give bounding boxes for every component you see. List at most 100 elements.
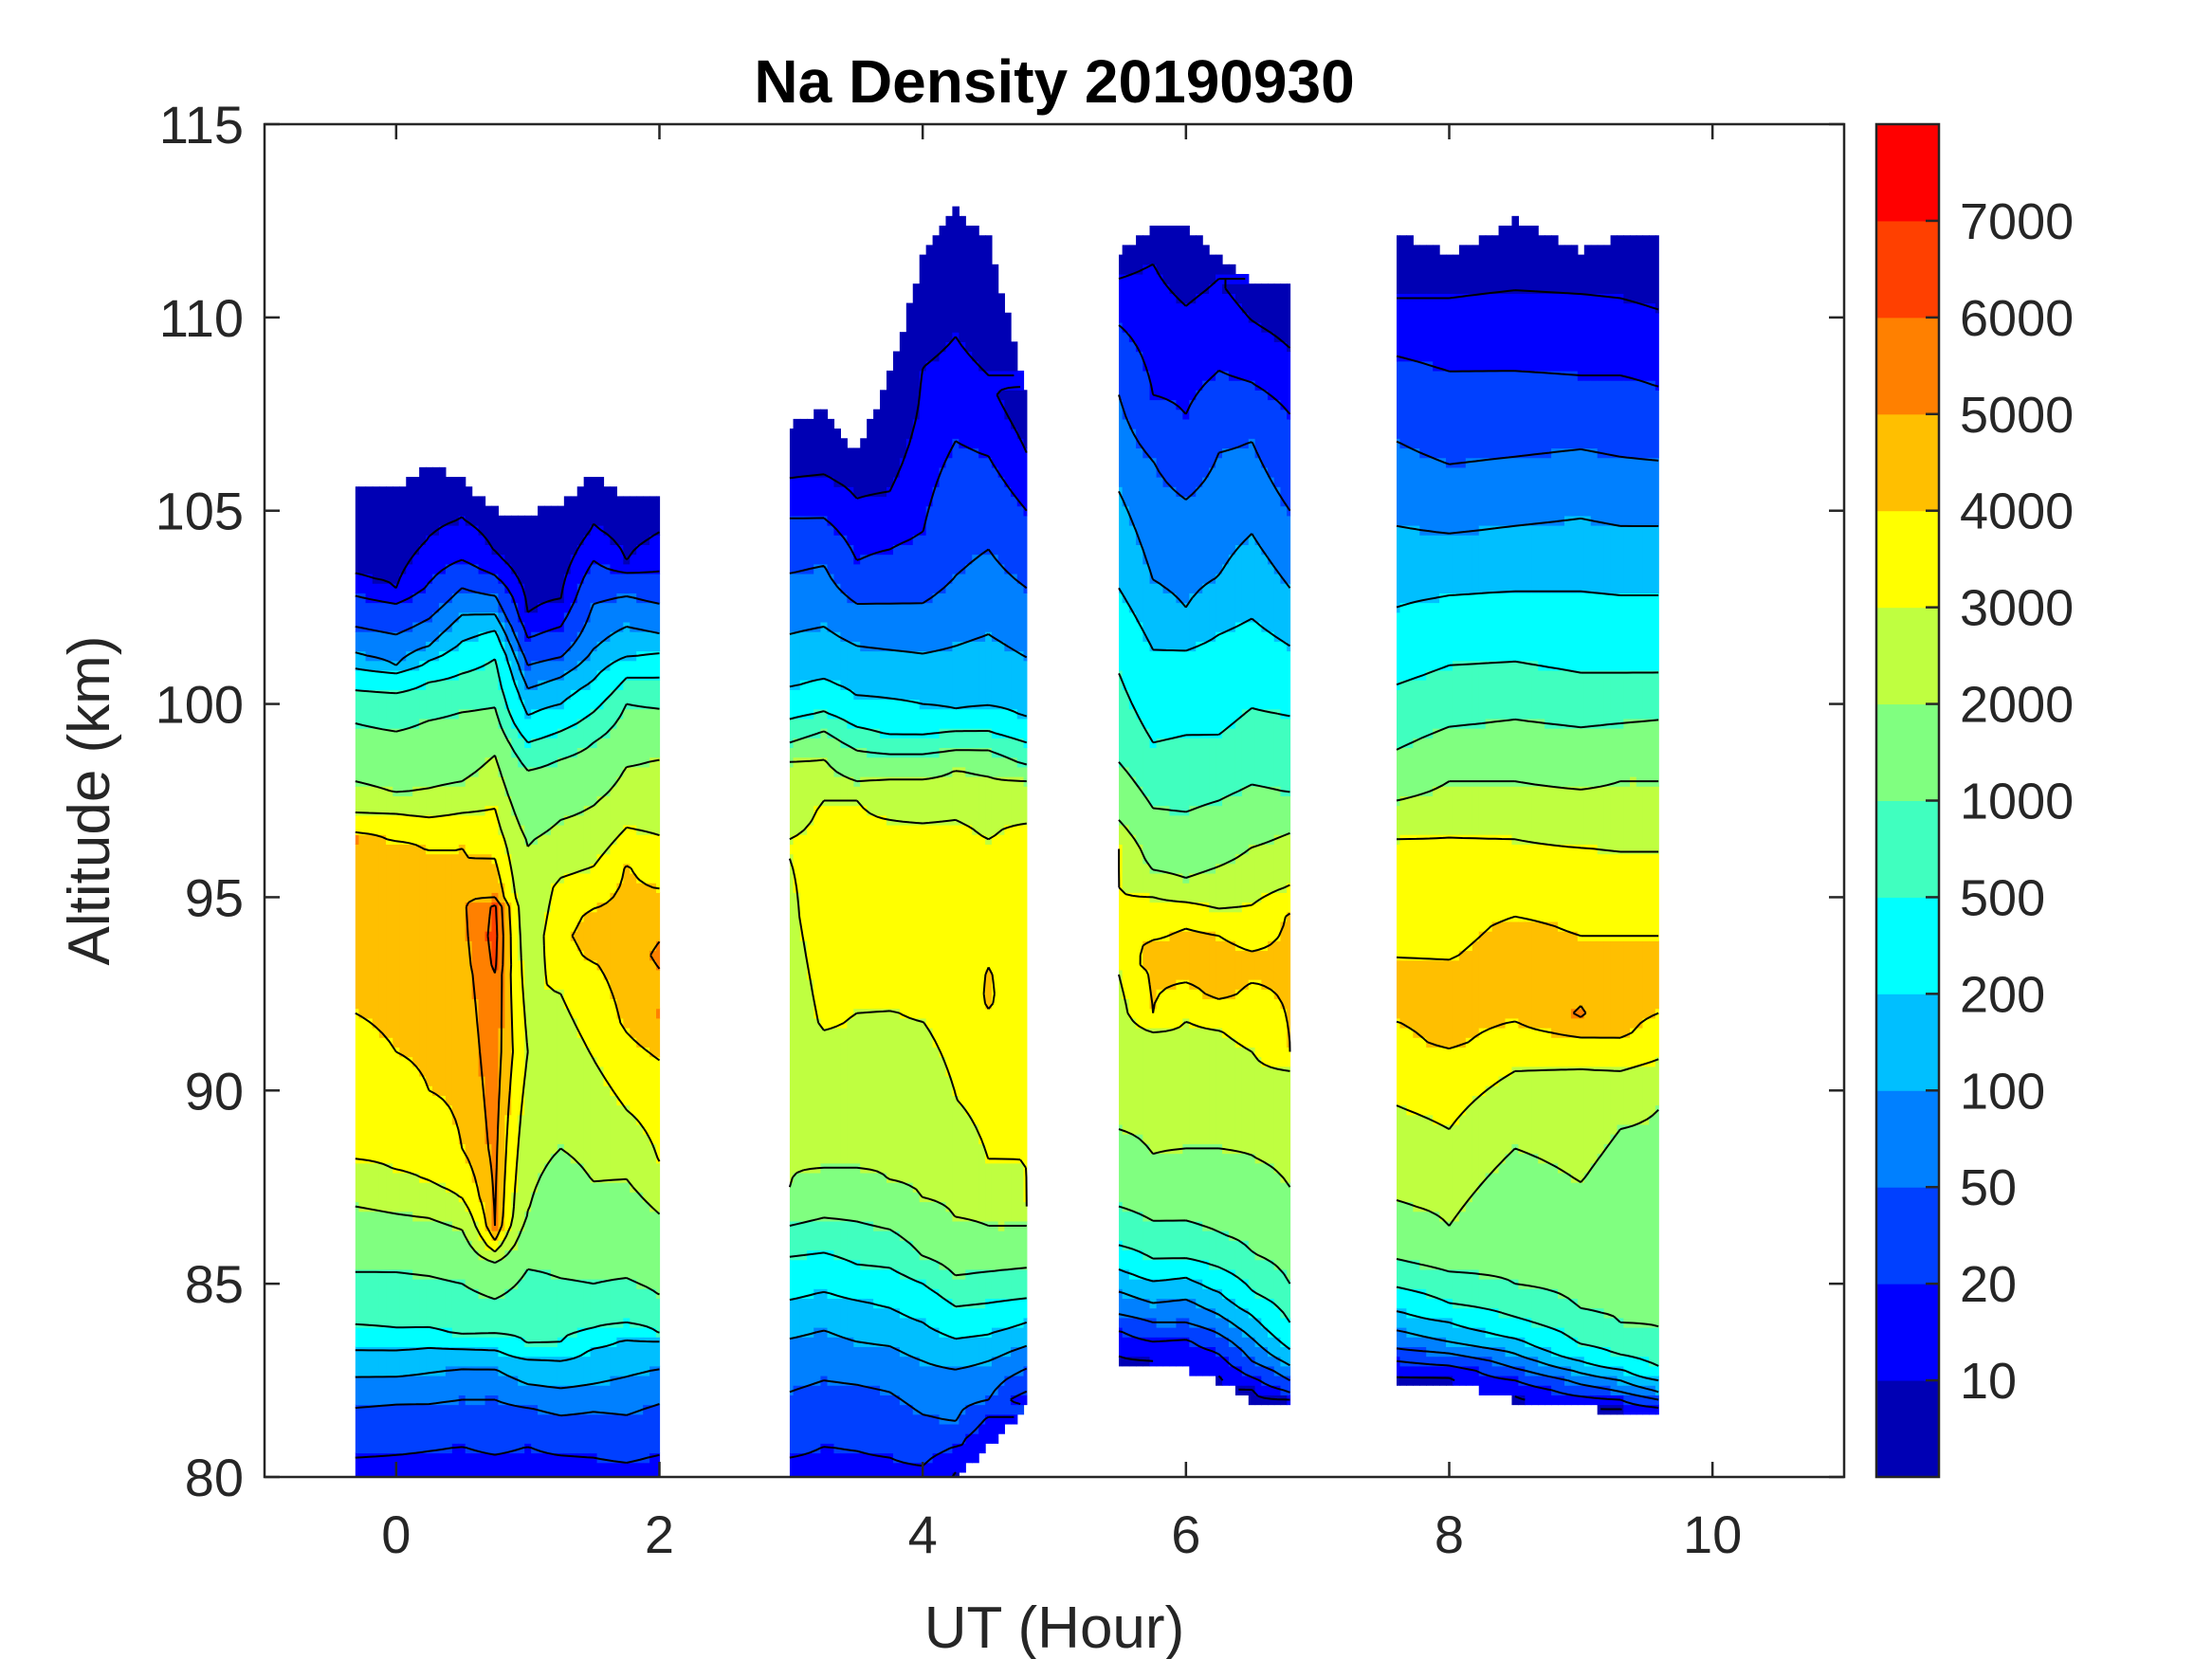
contour-cell — [1452, 1123, 1460, 1222]
contour-cell — [649, 535, 657, 574]
contour-cell — [518, 1279, 525, 1338]
contour-cell — [827, 680, 835, 720]
contour-cell — [1642, 1017, 1650, 1067]
contour-cell — [1011, 370, 1018, 391]
contour-cell — [820, 1327, 829, 1376]
contour-cell — [1122, 892, 1130, 1000]
contour-cell — [478, 573, 486, 593]
contour-cell — [1603, 853, 1612, 941]
contour-cell — [991, 554, 999, 642]
contour-cell — [498, 1404, 505, 1454]
contour-cell — [1004, 1298, 1012, 1328]
contour-cell — [478, 766, 486, 816]
contour-cell — [833, 1337, 841, 1386]
contour-cell — [1623, 592, 1631, 671]
contour-cell — [886, 650, 894, 701]
contour-cell — [873, 814, 881, 1010]
contour-cell — [1011, 496, 1018, 574]
contour-cell — [1439, 1047, 1447, 1125]
contour-cell — [1128, 428, 1137, 526]
contour-cell — [997, 370, 1005, 391]
contour-cell — [1491, 718, 1500, 787]
contour-cell — [1419, 795, 1427, 835]
contour-cell — [451, 1404, 460, 1444]
contour-cell — [997, 399, 1005, 478]
contour-cell — [1597, 525, 1605, 593]
contour-cell — [372, 1028, 380, 1164]
contour-cell — [959, 1443, 966, 1473]
contour-cell — [880, 699, 887, 738]
contour-cell — [945, 215, 953, 342]
contour-cell — [827, 1220, 835, 1251]
contour-cell — [840, 1452, 848, 1478]
contour-cell — [1583, 1346, 1592, 1367]
contour-cell — [1004, 738, 1012, 758]
contour-cell — [853, 747, 861, 787]
contour-cell — [498, 1240, 505, 1261]
contour-cell — [853, 563, 861, 604]
contour-cell — [656, 631, 661, 652]
contour-cell — [570, 1356, 578, 1386]
contour-cell — [1426, 293, 1434, 362]
contour-cell — [1597, 1307, 1605, 1347]
contour-cell — [1273, 1066, 1282, 1174]
contour-cell — [820, 1220, 829, 1251]
contour-cell — [412, 1346, 420, 1376]
contour-cell — [550, 1385, 558, 1415]
contour-cell — [1119, 824, 1124, 845]
contour-cell — [925, 1259, 934, 1289]
contour-cell — [1623, 235, 1631, 304]
contour-cell — [478, 496, 486, 536]
contour-cell — [1531, 786, 1539, 845]
contour-cell — [1248, 535, 1256, 623]
contour-cell — [406, 1404, 413, 1454]
contour-cell — [1563, 370, 1572, 449]
contour-cell — [511, 1337, 519, 1358]
contour-cell — [1610, 592, 1618, 671]
contour-cell — [1654, 1365, 1659, 1376]
contour-cell — [358, 650, 367, 671]
contour-cell — [827, 525, 835, 574]
contour-cell — [1551, 669, 1559, 729]
contour-cell — [550, 680, 558, 710]
contour-cell — [538, 1268, 545, 1347]
contour-cell — [1570, 786, 1579, 845]
contour-cell — [1128, 834, 1137, 893]
contour-cell — [1261, 1066, 1269, 1164]
contour-cell — [465, 1162, 473, 1212]
contour-cell — [978, 641, 986, 710]
contour-cell — [1241, 950, 1250, 990]
contour-cell — [355, 786, 359, 816]
contour-cell — [616, 1279, 624, 1328]
contour-cell — [1570, 1066, 1579, 1183]
contour-cell — [1280, 1365, 1288, 1376]
contour-cell — [1196, 872, 1203, 903]
colorbar-tick-label: 100 — [1960, 1063, 2045, 1120]
contour-cell — [365, 1346, 374, 1376]
contour-cell — [432, 660, 440, 681]
contour-cell — [1551, 293, 1559, 372]
contour-cell — [860, 1346, 868, 1386]
contour-cell — [1603, 1037, 1612, 1067]
contour-cell — [1222, 293, 1230, 372]
contour-cell — [972, 747, 979, 777]
contour-cell — [1642, 1404, 1650, 1415]
contour-cell — [1287, 650, 1291, 720]
contour-cell — [372, 1162, 380, 1212]
contour-cell — [1196, 1279, 1203, 1309]
contour-cell — [1261, 1259, 1269, 1300]
contour-cell — [1563, 592, 1572, 671]
contour-cell — [570, 554, 578, 604]
contour-cell — [471, 902, 480, 1000]
contour-cell — [985, 1162, 993, 1222]
contour-cell — [1016, 390, 1025, 439]
contour-cell — [1439, 1298, 1447, 1319]
contour-cell — [1465, 1346, 1473, 1358]
contour-cell — [451, 1192, 460, 1231]
contour-cell — [656, 496, 661, 536]
contour-cell — [1128, 1279, 1137, 1300]
contour-cell — [1004, 1162, 1012, 1222]
contour-cell — [1196, 235, 1203, 294]
contour-cell — [1162, 226, 1171, 284]
contour-cell — [1518, 1153, 1526, 1289]
